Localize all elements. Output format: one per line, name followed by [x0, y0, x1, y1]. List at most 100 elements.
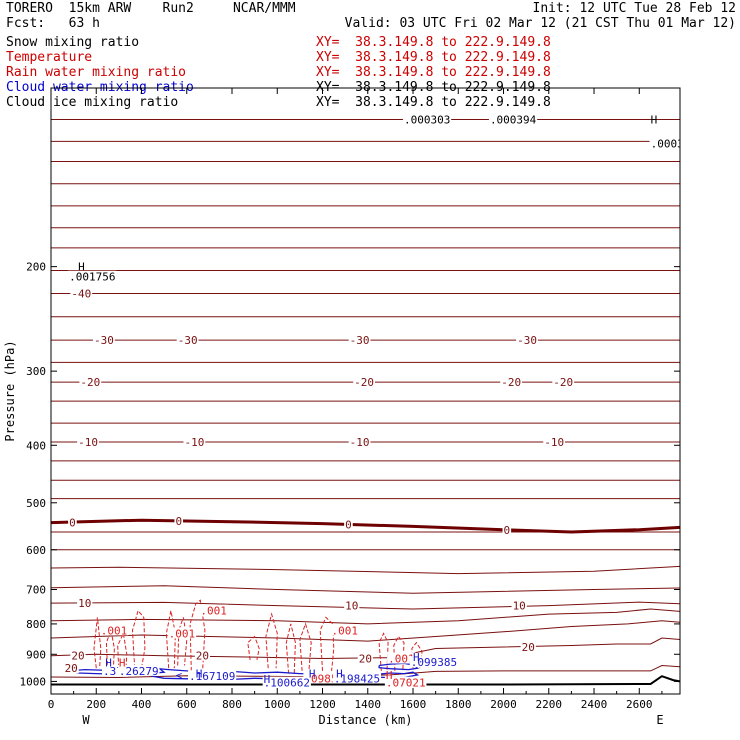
contour-label-bg	[176, 334, 199, 346]
contour-label: 20	[196, 650, 209, 663]
contour-label: .198425	[334, 672, 380, 685]
x-tick-label: 200	[86, 698, 106, 711]
contour-label: .100662	[264, 677, 310, 690]
extremum-marker: H	[386, 669, 393, 682]
contour-label: 20	[65, 662, 78, 675]
rain-contour	[247, 635, 260, 660]
legend-name-cloud-ice: Cloud ice mixing ratio	[6, 95, 179, 110]
contour-label-bg	[183, 436, 206, 448]
contour-label-bg	[511, 599, 527, 611]
contour-label: .167109	[189, 670, 235, 683]
extremum-marker: H	[119, 657, 126, 670]
contour-label: -20	[553, 376, 573, 389]
east-label: E	[656, 713, 663, 727]
contour-label: 20	[359, 653, 372, 666]
temperature-isotherm	[51, 637, 680, 660]
contour-label-bg	[649, 137, 680, 149]
contour-label-bg	[552, 376, 575, 388]
temperature-isotherm	[51, 620, 680, 642]
temperature-isotherm	[51, 664, 680, 679]
y-tick-label: 400	[26, 439, 46, 452]
contour-label-bg	[262, 676, 311, 688]
rain-contour	[285, 623, 296, 674]
contour-label: .26279	[119, 665, 159, 678]
x-axis-label: Distance (km)	[319, 713, 413, 727]
contour-label-bg	[344, 599, 360, 611]
rain-contour	[265, 612, 278, 669]
x-tick-label: 2600	[626, 698, 653, 711]
x-tick-label: 0	[48, 698, 55, 711]
x-tick-label: 1600	[400, 698, 427, 711]
rain-contour	[319, 616, 335, 671]
y-tick-label: 200	[26, 261, 46, 274]
contour-label-bg	[194, 649, 211, 661]
contour-label-bg	[516, 334, 538, 346]
contour-label-bg	[303, 672, 346, 684]
rain-contour	[105, 628, 115, 671]
contour-label: .001	[169, 627, 196, 640]
contour-label-bg	[402, 113, 452, 125]
extremum-marker: H	[651, 113, 658, 126]
contour-label-bg	[502, 524, 512, 536]
x-tick-label: 1800	[445, 698, 472, 711]
x-tick-label: 400	[132, 698, 152, 711]
contour-label: 10	[345, 600, 358, 613]
legend-xy-snow: XY= 38.3.149.8 to 222.9.149.8	[316, 35, 551, 50]
contour-label: -30	[94, 334, 114, 347]
contour-label: 0	[504, 524, 511, 537]
contour-label: .001	[388, 653, 415, 666]
contour-label-bg	[384, 676, 427, 688]
contour-label-bg	[332, 672, 382, 684]
contour-label: .000394	[490, 113, 537, 126]
extremum-marker: H	[78, 261, 85, 274]
contour-label-bg	[488, 113, 538, 125]
contour-label-bg	[543, 436, 566, 448]
extremum-marker: H	[336, 668, 343, 681]
contour-label: 20	[71, 650, 84, 663]
rain-contour	[131, 609, 146, 669]
contour-label: -20	[354, 376, 374, 389]
contour-label: -30	[178, 334, 198, 347]
temperature-isotherm	[51, 565, 680, 575]
contour-label-bg	[63, 662, 79, 674]
contour-label: -30	[350, 334, 370, 347]
contour-label: -20	[80, 376, 100, 389]
contour-label: 0	[175, 515, 182, 528]
contour-label-bg	[77, 597, 93, 609]
x-tick-label: 2000	[490, 698, 517, 711]
contour-label: .001	[332, 624, 359, 637]
contour-label: 10	[78, 597, 91, 610]
x-tick-label: 2400	[581, 698, 608, 711]
extremum-marker: H	[105, 657, 112, 670]
contour-label: -20	[501, 376, 521, 389]
contour-label: -10	[78, 436, 98, 449]
contour-label: -30	[517, 334, 537, 347]
y-tick-label: 900	[26, 648, 46, 661]
rain-contour	[165, 610, 176, 669]
contour-label-bg	[174, 515, 184, 527]
contour-label: .001	[200, 605, 227, 618]
rain-contour	[378, 632, 389, 671]
contour-label: 0	[69, 517, 76, 530]
x-tick-label: 2200	[536, 698, 563, 711]
temperature-isotherm	[51, 585, 680, 594]
contour-label: 10	[513, 600, 526, 613]
temperature-isotherm	[51, 601, 680, 610]
x-tick-label: 1200	[309, 698, 336, 711]
y-tick-label: 300	[26, 365, 46, 378]
contour-label: -40	[71, 288, 91, 301]
rain-contour	[177, 617, 188, 666]
rain-contour	[93, 617, 102, 669]
contour-label: .0003	[651, 137, 684, 150]
y-tick-label: 600	[26, 544, 46, 557]
contour-label-bg	[348, 436, 371, 448]
cloud-water-contour	[378, 662, 420, 671]
contour-label: .001	[101, 624, 128, 637]
header-init: Init: 12 UTC Tue 28 Feb 12	[532, 1, 737, 16]
contour-label-bg	[99, 624, 129, 636]
contour-label-bg	[77, 436, 99, 448]
contour-label-bg	[167, 627, 197, 639]
extremum-marker: H	[196, 668, 203, 681]
contour-label-bg	[500, 376, 523, 388]
